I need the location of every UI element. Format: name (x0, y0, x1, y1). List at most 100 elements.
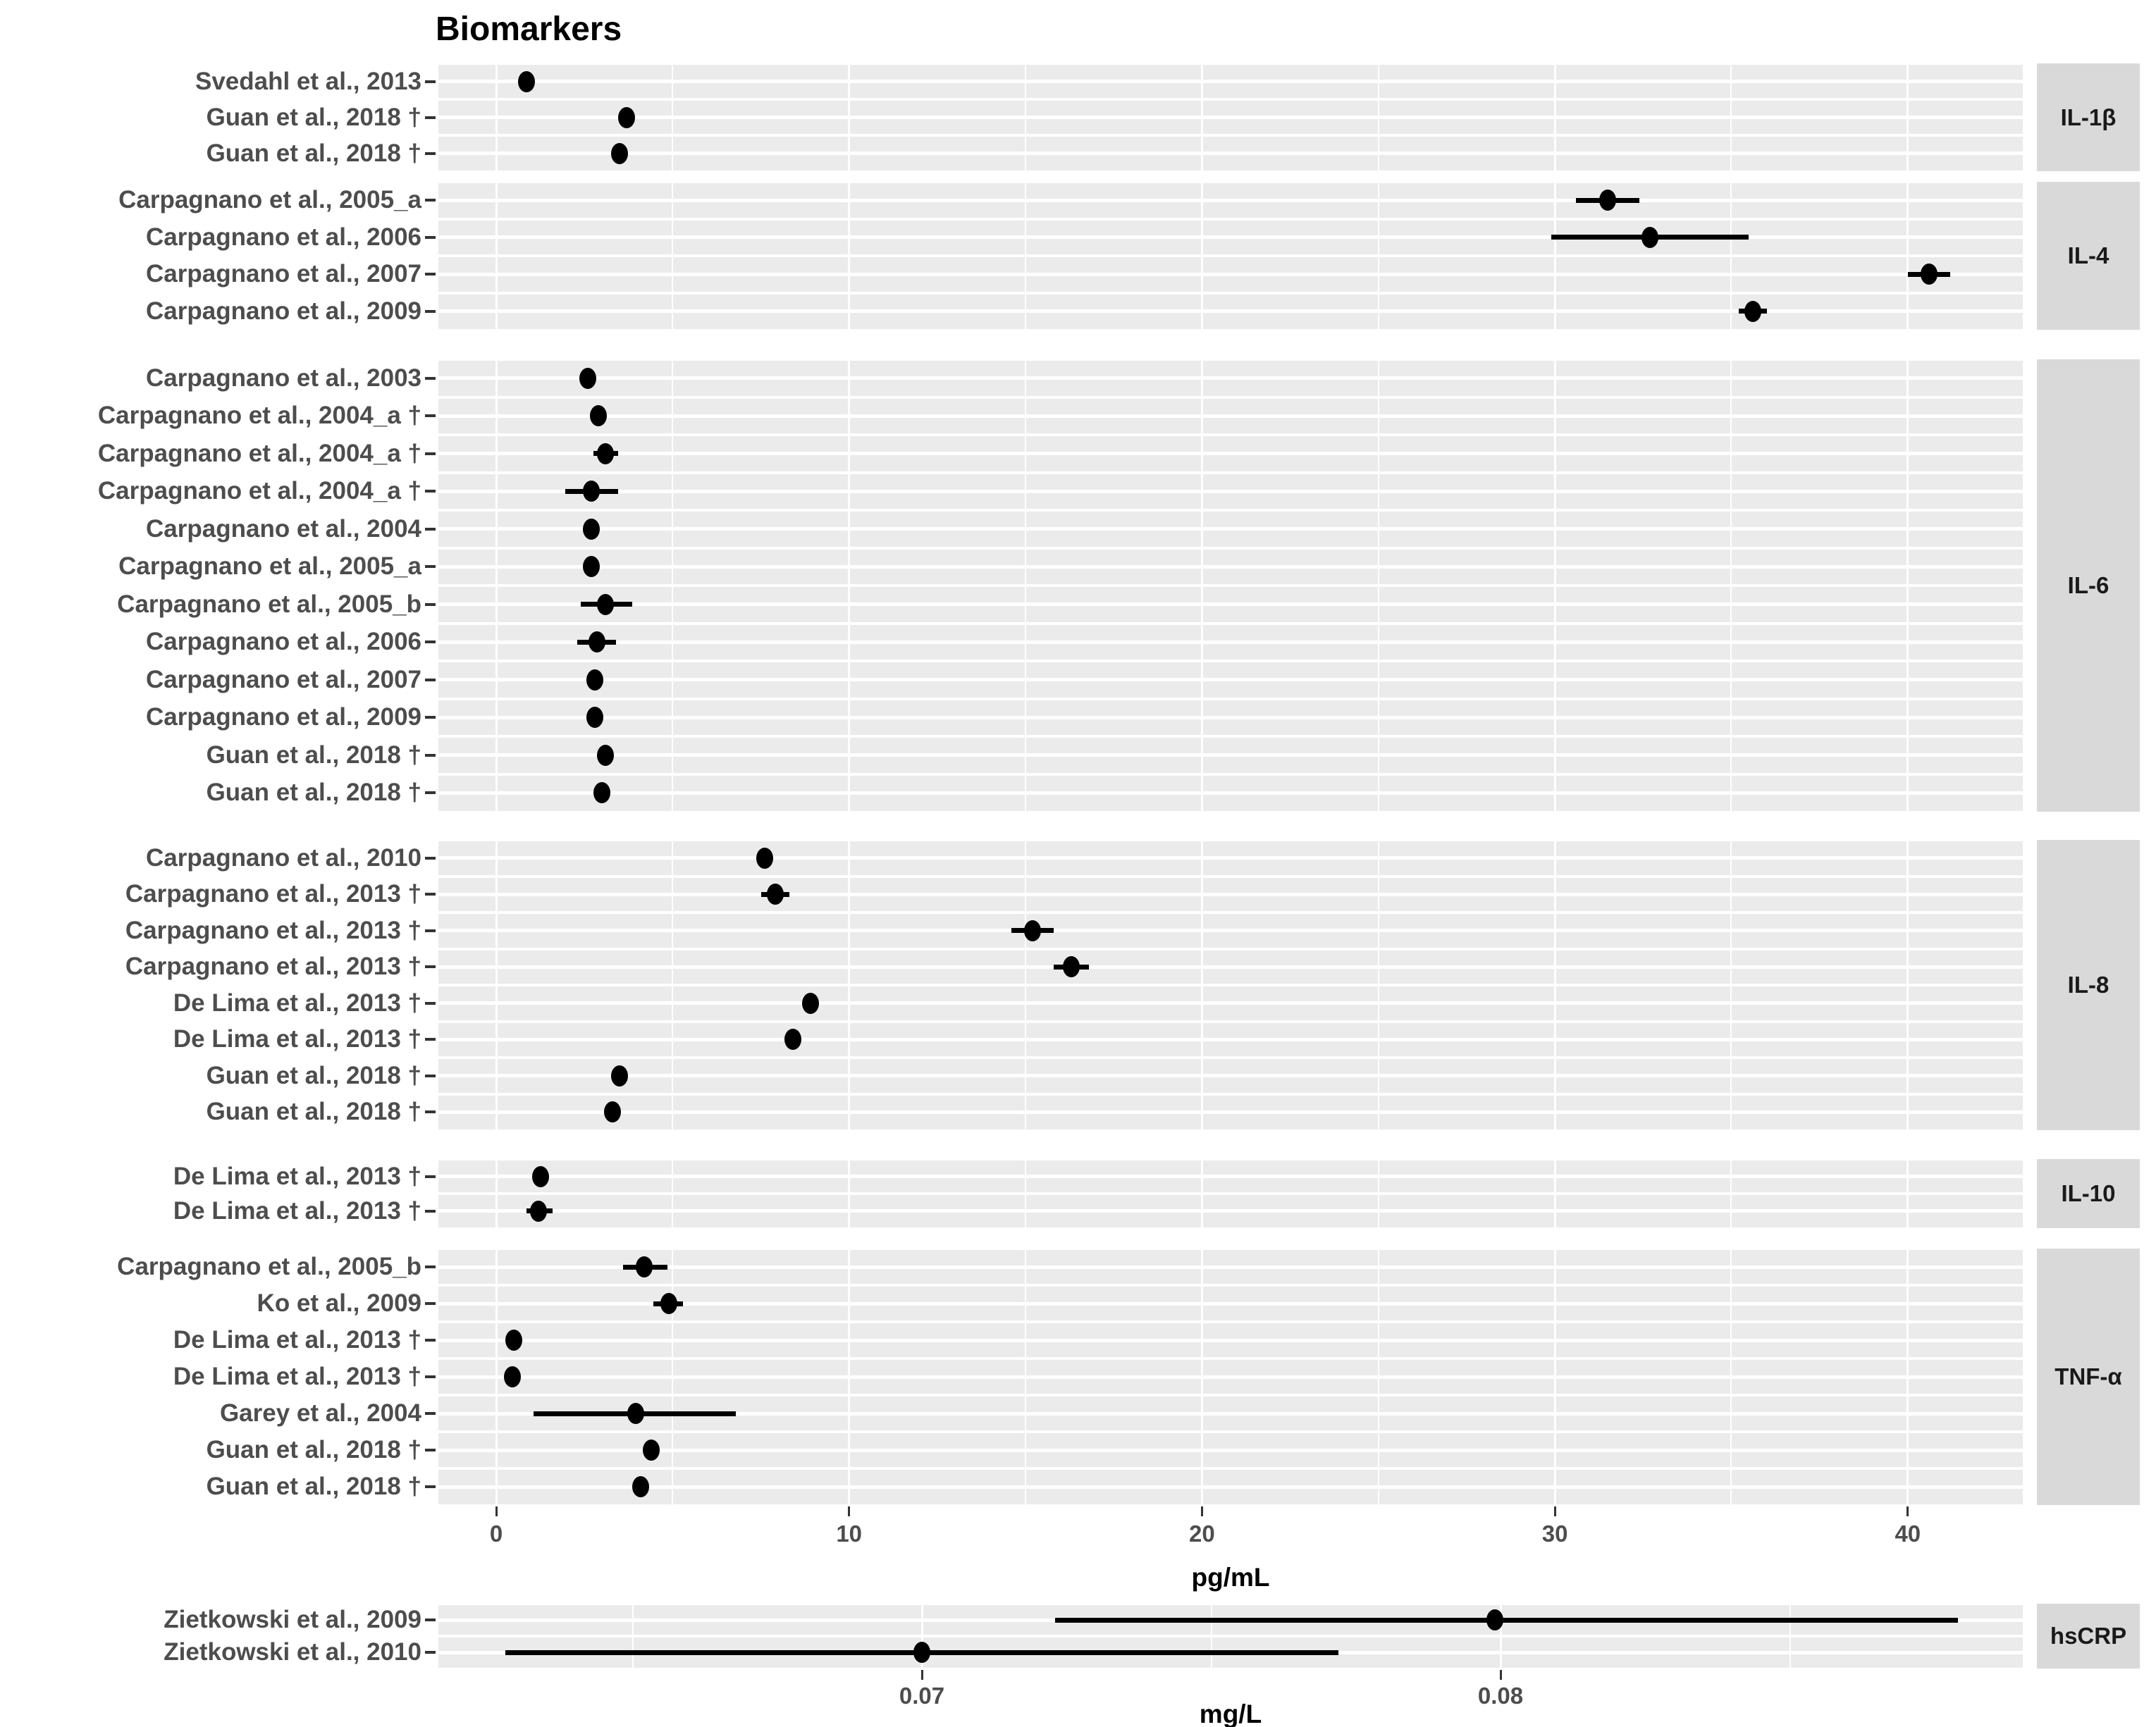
data-point (784, 1029, 801, 1051)
gridline-major-y (438, 376, 2023, 380)
study-label: Carpagnano et al., 2006 (146, 223, 421, 251)
data-point (1920, 264, 1938, 285)
gridline-major-y (438, 1175, 2023, 1178)
data-point (1063, 956, 1080, 978)
gridline-minor-x (1789, 1604, 1791, 1669)
data-point (801, 992, 819, 1014)
gridline-major-y (438, 1301, 2023, 1306)
gridline-major-x (1200, 840, 1203, 1130)
y-axis-tick (425, 1175, 436, 1178)
error-bar (1054, 1617, 1958, 1623)
gridline-minor-x (672, 1159, 674, 1228)
gridline-minor-y (438, 433, 2023, 436)
data-point (583, 518, 600, 540)
data-point (756, 847, 773, 869)
data-point (517, 70, 535, 92)
gridline-minor-y (438, 395, 2023, 399)
facet-strip-IL-1β: IL-1β (2037, 63, 2140, 171)
data-point (583, 556, 600, 578)
y-axis-tick (425, 716, 436, 719)
gridline-major-y (438, 715, 2023, 719)
study-label: Zietkowski et al., 2010 (164, 1638, 421, 1666)
gridline-major-x (495, 63, 498, 171)
gridline-major-y (438, 235, 2023, 240)
gridline-major-x (1553, 359, 1556, 812)
gridline-minor-x (672, 1249, 674, 1505)
x-tick-label: 0 (489, 1521, 503, 1547)
gridline-major-x (848, 359, 851, 812)
data-point (1744, 300, 1761, 322)
gridline-major-x (495, 1159, 498, 1228)
y-axis-tick (425, 678, 436, 681)
gridline-major-x (495, 1249, 498, 1505)
study-label: De Lima et al., 2013 † (173, 1025, 421, 1053)
gridline-minor-y (438, 697, 2023, 700)
gridline-major-y (438, 452, 2023, 456)
gridline-minor-y (438, 1159, 2023, 1160)
gridline-minor-x (1377, 1249, 1379, 1505)
gridline-major-y (438, 1037, 2023, 1041)
gridline-minor-x (672, 63, 674, 171)
facet-strip-hsCRP: hsCRP (2037, 1604, 2140, 1669)
study-label: De Lima et al., 2013 † (173, 989, 421, 1017)
gridline-major-y (438, 1265, 2023, 1269)
y-axis-tick (425, 929, 436, 932)
data-point (618, 106, 636, 128)
y-axis-tick (425, 151, 436, 155)
gridline-major-x (848, 182, 851, 330)
gridline-minor-y (438, 621, 2023, 625)
gridline-minor-x (672, 359, 674, 812)
y-axis-tick (425, 1375, 436, 1378)
gridline-major-y (438, 1001, 2023, 1005)
gridline-major-y (438, 1411, 2023, 1416)
gridline-major-x (1553, 1159, 1556, 1228)
gridline-major-y (438, 929, 2023, 933)
data-point (611, 142, 629, 164)
facet-strip-IL-6: IL-6 (2037, 359, 2140, 812)
gridline-minor-x (1377, 63, 1379, 171)
y-axis-tick (425, 1265, 436, 1268)
y-axis-tick (425, 199, 436, 202)
study-label: Carpagnano et al., 2003 (146, 364, 421, 392)
gridline-minor-y (438, 584, 2023, 587)
gridline-major-y (438, 198, 2023, 202)
x-axis-tick (495, 1506, 498, 1516)
gridline-major-x (1200, 1159, 1203, 1228)
chart-title: Biomarkers (436, 11, 622, 48)
y-axis-tick (425, 1110, 436, 1114)
data-point (1641, 226, 1659, 248)
gridline-minor-x (672, 840, 674, 1130)
gridline-major-y (438, 489, 2023, 493)
gridline-minor-x (1730, 1249, 1732, 1505)
gridline-major-x (1906, 840, 1909, 1130)
gridline-minor-y (438, 328, 2023, 330)
gridline-major-x (1906, 63, 1909, 171)
gridline-minor-y (438, 1056, 2023, 1059)
study-label: Carpagnano et al., 2009 (146, 297, 421, 325)
study-label: Guan et al., 2018 † (206, 1098, 421, 1126)
panel-IL-8 (438, 840, 2023, 1130)
gridline-minor-y (438, 810, 2023, 812)
facet-strip-label: hsCRP (2050, 1623, 2127, 1649)
gridline-minor-x (1025, 1159, 1026, 1228)
gridline-major-x (1200, 1249, 1203, 1505)
data-point (590, 405, 608, 427)
gridline-minor-x (1025, 182, 1026, 330)
gridline-major-x (1553, 63, 1556, 171)
y-axis-tick (425, 602, 436, 606)
panel-IL-6 (438, 359, 2023, 812)
x-axis-tick (848, 1506, 851, 1516)
study-label: Carpagnano et al., 2007 (146, 665, 421, 693)
facet-strip-IL-4: IL-4 (2037, 182, 2140, 330)
x-axis-title-pg: pg/mL (1191, 1563, 1270, 1592)
x-tick-label: 20 (1189, 1521, 1215, 1547)
gridline-minor-y (438, 874, 2023, 878)
y-axis-tick (425, 80, 436, 83)
study-label: Guan et al., 2018 † (206, 779, 421, 807)
gridline-minor-x (1730, 359, 1732, 812)
gridline-major-x (848, 63, 851, 171)
gridline-minor-y (438, 1635, 2023, 1638)
gridline-minor-y (438, 182, 2023, 183)
study-label: Carpagnano et al., 2004 (146, 514, 421, 543)
gridline-minor-y (438, 1604, 2023, 1605)
